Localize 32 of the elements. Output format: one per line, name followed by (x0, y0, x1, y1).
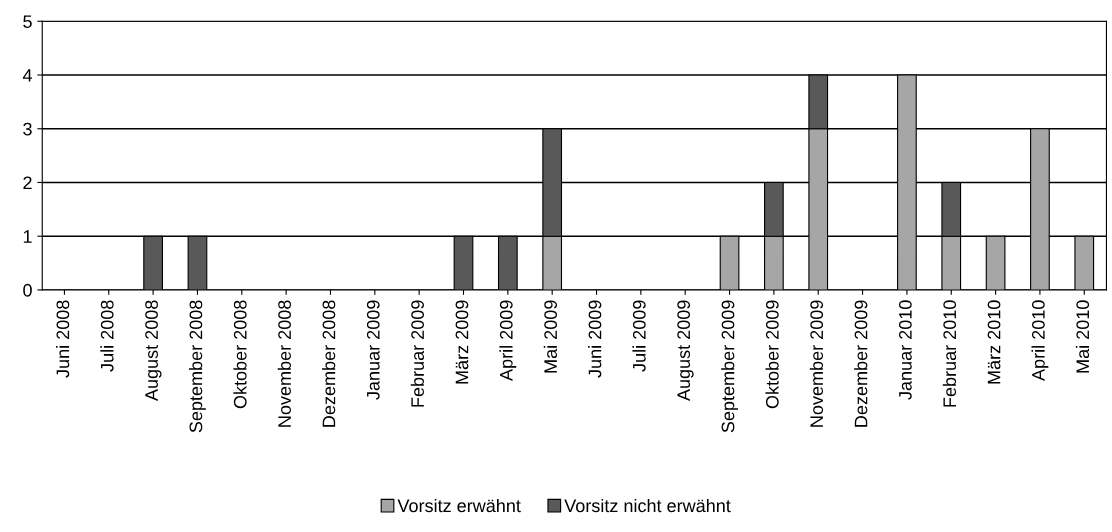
x-tick-label: Mai 2009 (543, 300, 558, 373)
legend-label: Vorsitz erwähnt (397, 498, 521, 513)
x-tick-label: März 2009 (455, 300, 469, 384)
x-tick-label: November 2009 (809, 300, 824, 427)
y-tick-label: 0 (23, 283, 32, 297)
x-tick-label: Dezember 2009 (854, 300, 868, 427)
x-tick-label: Dezember 2008 (322, 300, 336, 427)
x-tick-label: Mai 2010 (1075, 300, 1090, 373)
x-tick-label: September 2009 (721, 300, 738, 433)
y-tick-label: 3 (23, 122, 32, 136)
legend-label: Vorsitz nicht erwähnt (564, 498, 731, 513)
x-tick-label: Juni 2008 (56, 300, 70, 378)
y-tick-label: 2 (23, 176, 32, 190)
x-tick-label: Oktober 2009 (765, 300, 779, 409)
y-tick-label: 5 (23, 15, 32, 28)
y-tick-label: 1 (23, 230, 32, 243)
x-tick-label: Januar 2009 (366, 300, 380, 400)
x-tick-label: Juni 2009 (588, 300, 602, 378)
x-tick-label: Juli 2009 (632, 300, 646, 372)
y-tick-label: 4 (22, 69, 33, 82)
x-tick-label: April 2010 (1031, 300, 1049, 381)
x-tick-label: Februar 2009 (410, 300, 424, 407)
x-tick-label: Januar 2010 (898, 300, 912, 400)
x-tick-label: September 2008 (189, 300, 206, 433)
x-tick-label: August 2009 (677, 300, 694, 402)
x-tick-label: November 2008 (277, 300, 291, 427)
x-tick-label: Oktober 2008 (233, 300, 247, 409)
x-tick-label: April 2009 (499, 300, 517, 381)
x-tick-label: Juli 2008 (100, 300, 114, 372)
x-tick-label: August 2008 (145, 300, 162, 402)
x-tick-label: Februar 2010 (942, 300, 957, 407)
x-tick-label: März 2010 (987, 300, 1001, 384)
